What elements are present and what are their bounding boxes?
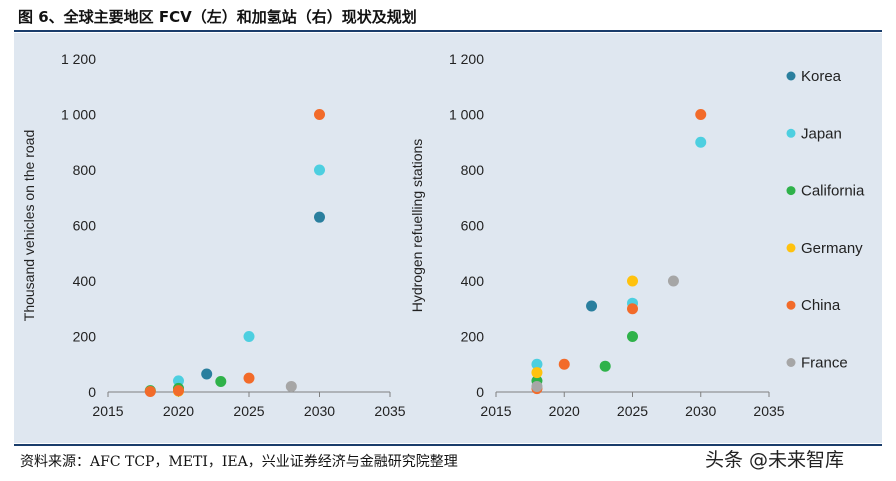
point-california bbox=[627, 331, 638, 342]
point-japan bbox=[243, 331, 255, 342]
legend-label-germany: Germany bbox=[801, 240, 863, 257]
legend: Korea Japan California Germany China France bbox=[786, 68, 865, 372]
legend-label-japan: Japan bbox=[801, 125, 842, 142]
y-tick-label: 0 bbox=[88, 384, 96, 400]
source-divider bbox=[14, 444, 882, 446]
legend-label-california: California bbox=[801, 183, 865, 200]
point-china bbox=[144, 385, 156, 397]
x-tick-label: 2030 bbox=[304, 403, 335, 419]
y-tick-label: 800 bbox=[461, 162, 485, 178]
point-france bbox=[667, 275, 679, 287]
y-tick-label: 800 bbox=[73, 162, 97, 178]
title-divider bbox=[14, 30, 882, 32]
x-tick-label: 2015 bbox=[92, 403, 123, 419]
point-china bbox=[558, 358, 570, 370]
charts-canvas: 2015 2020 2025 2030 2035 0 200 400 600 800 1 000 1 … bbox=[21, 51, 865, 419]
y-tick-label: 1 000 bbox=[61, 107, 96, 123]
y-tick-label: 0 bbox=[476, 384, 484, 400]
x-tick-label: 2020 bbox=[549, 403, 580, 419]
point-china bbox=[314, 109, 325, 120]
point-japan bbox=[531, 358, 543, 370]
legend-marker-japan bbox=[786, 128, 796, 138]
point-korea bbox=[314, 211, 325, 223]
x-tick-label: 2035 bbox=[753, 403, 784, 419]
x-tick-label: 2025 bbox=[233, 403, 264, 419]
vehicles-chart: 2015 2020 2025 2030 2035 0 200 400 600 800 1 000 1 … bbox=[21, 51, 406, 419]
y-tick-label: 200 bbox=[461, 329, 485, 345]
watermark: 头条 @未来智库 bbox=[705, 449, 845, 471]
stations-chart: 2015 2020 2025 2030 2035 0 200 400 600 800 1 000 1 … bbox=[409, 51, 785, 419]
y-tick-label: 600 bbox=[461, 218, 485, 234]
point-japan bbox=[314, 164, 325, 176]
point-china bbox=[627, 303, 638, 315]
x-tick-label: 2030 bbox=[685, 403, 716, 419]
point-china bbox=[243, 372, 255, 384]
point-france bbox=[531, 380, 543, 392]
point-germany bbox=[531, 367, 543, 379]
point-germany bbox=[627, 275, 638, 287]
legend-label-france: France bbox=[801, 355, 848, 372]
x-tick-label: 2020 bbox=[163, 403, 194, 419]
x-tick-label: 2015 bbox=[480, 403, 511, 419]
chart-panel: 2015 2020 2025 2030 2035 0 200 400 600 800 1 000 1 … bbox=[14, 33, 882, 443]
point-california bbox=[599, 360, 611, 372]
legend-label-china: China bbox=[801, 297, 841, 314]
legend-marker-germany bbox=[786, 243, 796, 253]
figure-title: 图 6、全球主要地区 FCV（左）和加氢站（右）现状及规划 bbox=[18, 8, 417, 26]
x-tick-label: 2035 bbox=[374, 403, 405, 419]
point-japan bbox=[695, 136, 707, 148]
legend-marker-korea bbox=[786, 71, 796, 81]
y-tick-label: 1 200 bbox=[449, 51, 484, 67]
point-korea bbox=[201, 368, 213, 380]
legend-marker-france bbox=[786, 358, 796, 367]
y-tick-label: 400 bbox=[73, 273, 97, 289]
y-axis-title: Thousand vehicles on the road bbox=[21, 130, 37, 321]
legend-marker-california bbox=[786, 186, 796, 196]
y-tick-label: 600 bbox=[73, 218, 97, 234]
y-tick-label: 400 bbox=[461, 273, 485, 289]
legend-marker-china bbox=[786, 300, 796, 310]
point-korea bbox=[586, 300, 598, 312]
source-note: 资料来源：AFC TCP，METI，IEA，兴业证券经济与金融研究院整理 bbox=[20, 454, 458, 470]
y-tick-label: 1 000 bbox=[449, 107, 484, 123]
y-tick-label: 1 200 bbox=[61, 51, 96, 67]
point-china bbox=[173, 385, 184, 397]
legend-label-korea: Korea bbox=[801, 68, 842, 85]
point-china bbox=[695, 109, 707, 120]
point-france bbox=[285, 380, 297, 392]
x-tick-label: 2025 bbox=[617, 403, 648, 419]
point-california bbox=[215, 375, 227, 387]
y-tick-label: 200 bbox=[73, 329, 97, 345]
y-axis-title: Hydrogen refuelling stations bbox=[409, 139, 425, 313]
